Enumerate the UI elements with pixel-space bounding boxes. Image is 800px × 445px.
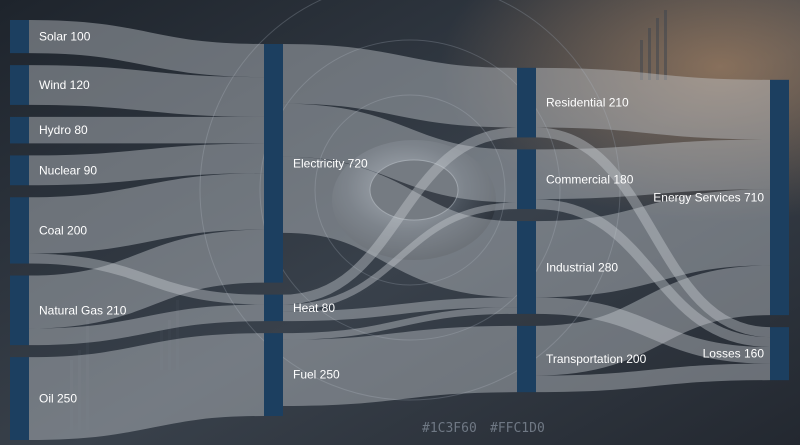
label-fuel: Fuel 250 (293, 368, 340, 382)
link-heat-to-commercial (282, 202, 518, 312)
link-electricity-to-commercial (282, 103, 518, 203)
decor-bars (70, 10, 667, 430)
decor-circles (199, 0, 621, 401)
node-energy-services (770, 79, 789, 316)
link-coal-to-heat (28, 253, 265, 305)
node-wind (10, 65, 29, 105)
node-solar (10, 20, 29, 54)
disc-illustration (332, 140, 496, 260)
link-industrial-to-energy-services (535, 189, 771, 298)
link-transportation-to-losses (535, 363, 771, 393)
node-losses (770, 327, 789, 381)
label-solar: Solar 100 (39, 30, 91, 44)
link-nuclear-to-electricity (28, 143, 265, 186)
node-residential (517, 67, 536, 138)
label-residential: Residential 210 (546, 96, 629, 110)
sankey-nodes (10, 20, 789, 440)
sankey-labels: Solar 100 Wind 120 Hydro 80 Nuclear 90 Coal … (39, 30, 764, 406)
link-oil-to-fuel (28, 333, 265, 440)
link-wind-to-electricity (28, 65, 265, 117)
link-industrial-to-losses (535, 297, 771, 364)
link-transportation-to-energy-services (535, 265, 771, 376)
link-residential-to-losses (535, 127, 771, 338)
node-coal (10, 197, 29, 264)
link-fuel-to-transportation (282, 325, 518, 407)
link-heat-to-industrial (282, 297, 518, 322)
label-transportation: Transportation 200 (546, 352, 647, 366)
link-commercial-to-energy-services (535, 139, 771, 200)
node-fuel (264, 333, 283, 416)
link-residential-to-energy-services (535, 67, 771, 140)
link-fuel-to-industrial (282, 307, 518, 340)
label-heat: Heat 80 (293, 301, 335, 315)
link-electricity-to-industrial (282, 156, 518, 298)
label-electricity: Electricity 720 (293, 156, 368, 170)
link-solar-to-electricity (28, 19, 265, 78)
link-natural-gas-to-electricity (28, 229, 265, 329)
label-natural-gas: Natural Gas 210 (39, 303, 127, 317)
label-commercial: Commercial 180 (546, 172, 634, 186)
node-electricity (264, 44, 283, 283)
label-industrial: Industrial 280 (546, 260, 618, 274)
node-nuclear (10, 155, 29, 186)
label-energy-services: Energy Services 710 (653, 190, 764, 204)
link-natural-gas-to-heat (28, 304, 265, 346)
label-nuclear: Nuclear 90 (39, 163, 97, 177)
link-coal-to-electricity (28, 173, 265, 254)
label-wind: Wind 120 (39, 78, 90, 92)
label-hydro: Hydro 80 (39, 123, 88, 137)
watermark-right: #FFC1D0 (490, 421, 545, 436)
link-electricity-to-residential (282, 44, 518, 128)
node-oil (10, 357, 29, 440)
sankey-links (28, 19, 771, 440)
label-oil: Oil 250 (39, 392, 77, 406)
node-hydro (10, 116, 29, 144)
node-heat (264, 294, 283, 322)
node-transportation (517, 325, 536, 393)
label-losses: Losses 160 (703, 347, 765, 361)
label-coal: Coal 200 (39, 223, 87, 237)
node-industrial (517, 221, 536, 314)
link-commercial-to-losses (535, 199, 771, 348)
watermark-left: #1C3F60 (422, 421, 477, 436)
node-commercial (517, 149, 536, 210)
link-heat-to-residential (282, 127, 518, 305)
node-natural-gas (10, 275, 29, 346)
